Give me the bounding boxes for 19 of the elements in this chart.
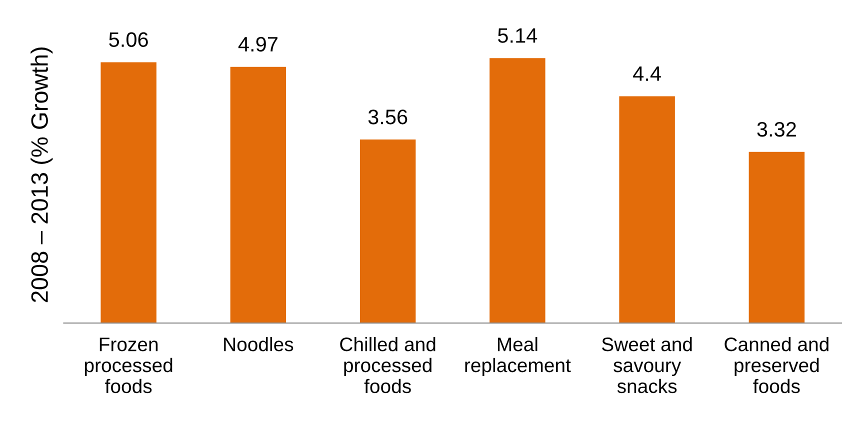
y-axis-title: 2008 – 2013 (% Growth) [30,48,53,302]
x-tick-label: Frozen processed foods [84,338,172,394]
data-label: 5.06 [109,32,148,47]
x-tick-label: Canned and preserved foods [724,336,828,394]
data-label: 3.32 [757,122,796,137]
data-label: 4.4 [633,66,661,81]
x-tick-label: Meal replacement [465,336,571,376]
bar [490,58,546,324]
bar [230,66,286,324]
bar [748,152,805,324]
bar [619,96,675,324]
x-tick-label: Noodles [224,336,294,352]
bar [100,62,156,324]
data-label: 4.97 [238,36,278,52]
x-tick-label: Chilled and processed foods [340,336,436,394]
data-label: 3.56 [368,110,408,124]
data-label: 5.14 [498,28,538,43]
x-tick-label: Sweet and savoury snacks [602,336,692,394]
bar [360,140,416,324]
